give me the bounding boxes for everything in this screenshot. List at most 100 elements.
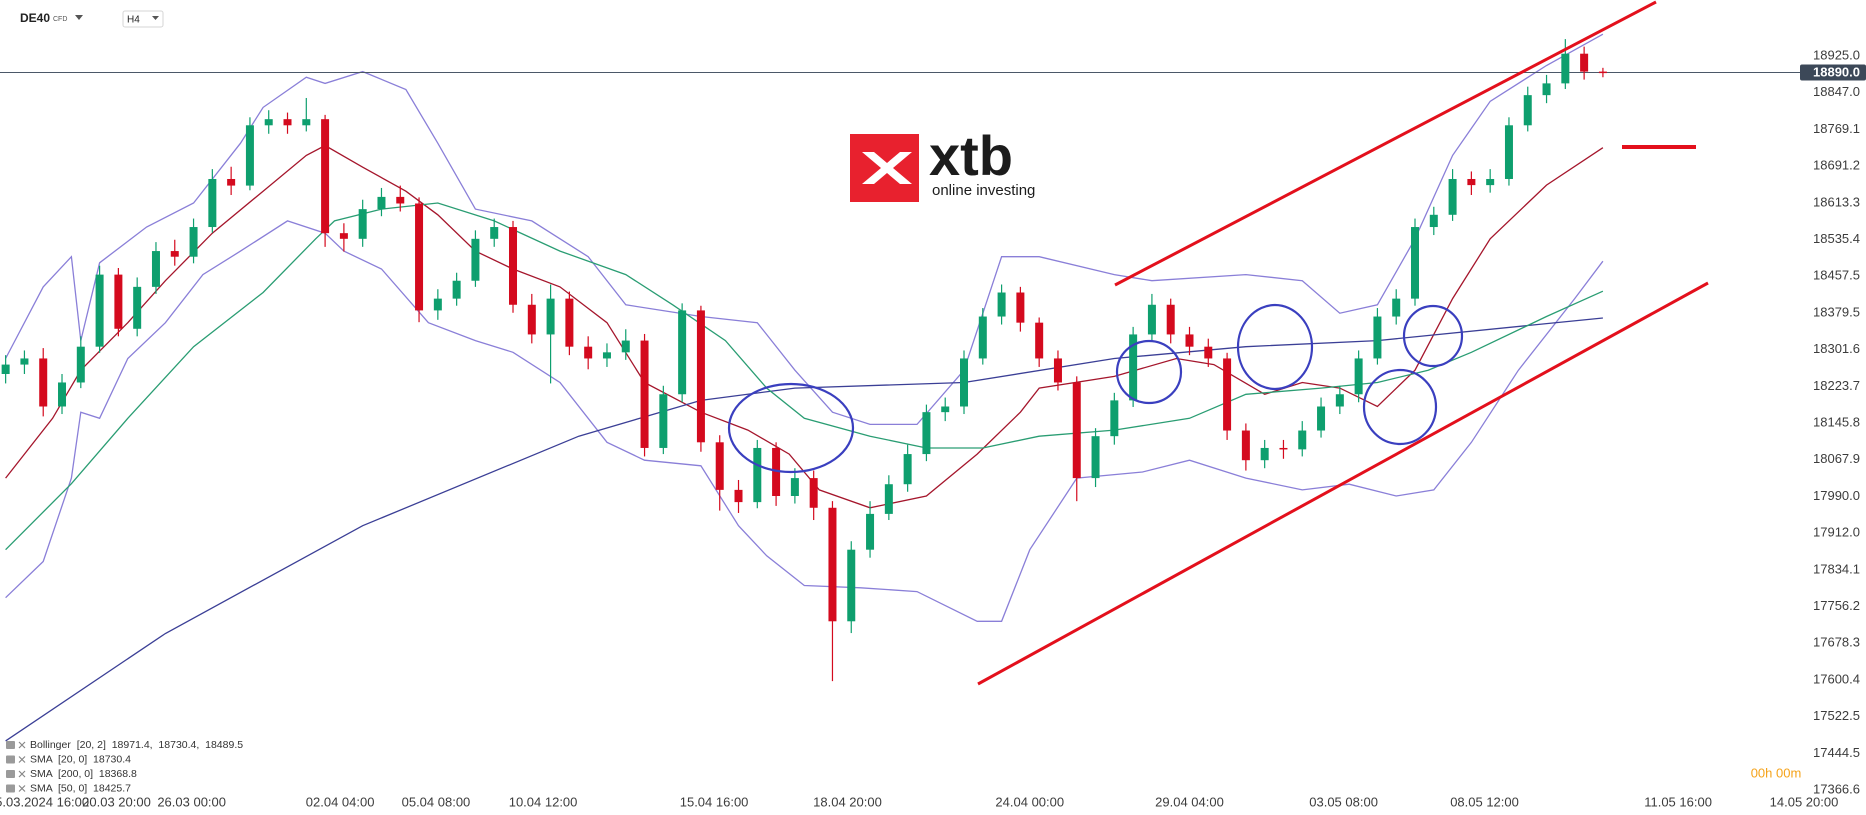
candle-body — [114, 274, 123, 329]
candle-body — [584, 346, 593, 359]
candle-body — [960, 358, 969, 407]
candle-body — [1523, 95, 1532, 126]
y-tick-label: 18301.6 — [1813, 341, 1860, 356]
candle-body — [1542, 83, 1551, 96]
y-tick-label: 18457.5 — [1813, 268, 1860, 283]
candle-body — [1185, 334, 1194, 347]
candle-body — [1467, 178, 1476, 186]
candle-body — [866, 513, 875, 550]
dropdown-caret[interactable] — [152, 16, 159, 20]
legend-entry: SMA [20, 0] 18730.4 — [30, 753, 131, 765]
plot-area — [0, 33, 1800, 742]
candle-body — [170, 251, 179, 257]
candle-body — [1317, 406, 1326, 431]
trend-line — [1114, 0, 1657, 287]
candle-body — [39, 358, 48, 407]
logo-tagline: online investing — [932, 182, 1035, 199]
candle-body — [659, 394, 668, 448]
candle-body — [1072, 382, 1081, 479]
candle-body — [1580, 53, 1589, 72]
logo-x — [862, 152, 912, 184]
candle-body — [565, 298, 574, 347]
candle-body — [790, 478, 799, 496]
x-tick-label: 15.04 16:00 — [680, 794, 749, 809]
candle-body — [1129, 334, 1138, 401]
x-tick-label: 18.04 20:00 — [813, 794, 882, 809]
candle-body — [509, 227, 518, 305]
candle-body — [753, 447, 762, 503]
candle-body — [809, 478, 818, 508]
candle-body — [58, 382, 67, 407]
highlight-circle — [1362, 368, 1438, 446]
candle-body — [941, 406, 950, 413]
legend-close — [18, 770, 26, 778]
candle-body — [189, 227, 198, 257]
drawings — [727, 0, 1709, 686]
interval[interactable]: H4 — [127, 15, 140, 26]
candle-body — [1035, 322, 1044, 359]
candle-body — [1241, 430, 1250, 461]
x-tick-label: 05.04 08:00 — [402, 794, 471, 809]
candle-body — [1561, 53, 1570, 84]
candle-body — [1373, 316, 1382, 359]
indicator-line — [5, 317, 1603, 742]
header: DE40 CFD H4 — [20, 10, 164, 28]
candle-body — [1392, 298, 1401, 317]
instrument-type: CFD — [53, 16, 67, 23]
candle-body — [997, 292, 1006, 317]
y-tick-label: 17756.2 — [1813, 598, 1860, 613]
candle-body — [1354, 358, 1363, 395]
candle-body — [847, 549, 856, 622]
candle-body — [471, 238, 480, 281]
y-tick-label: 17912.0 — [1813, 525, 1860, 540]
y-tick-label: 18379.5 — [1813, 304, 1860, 319]
candle-body — [377, 196, 386, 210]
candle-body — [1279, 447, 1288, 450]
candle-body — [772, 447, 781, 496]
candle-body — [1335, 394, 1344, 407]
y-tick-label: 17600.4 — [1813, 671, 1860, 686]
y-tick-label: 17444.5 — [1813, 745, 1860, 760]
dropdown-caret[interactable] — [75, 15, 83, 20]
candle-body — [1504, 125, 1513, 179]
candle-body — [76, 346, 85, 383]
legend-entry: Bollinger [20, 2] 18971.4, 18730.4, 1848… — [30, 739, 243, 751]
highlight-circle — [1402, 304, 1464, 368]
x-tick-label: 11.05 16:00 — [1644, 794, 1712, 809]
candle-body — [903, 454, 912, 485]
x-tick-label: 29.04 04:00 — [1155, 794, 1224, 809]
candle-body — [696, 310, 705, 443]
candle-body — [339, 233, 348, 239]
highlight-circle — [1236, 303, 1314, 391]
candle-body — [1, 364, 10, 374]
indicator-line — [5, 33, 1604, 426]
candle-body — [1091, 436, 1100, 479]
candle-body — [302, 119, 311, 126]
trend-line — [977, 281, 1709, 686]
candle-body — [640, 340, 649, 448]
y-tick-label: 18769.1 — [1813, 121, 1860, 136]
legend-icon — [6, 784, 15, 793]
legend-close — [18, 756, 26, 763]
current-price-label: 18890.0 — [1813, 64, 1860, 79]
x-tick-label: 15.03.2024 16:00 — [0, 794, 89, 809]
x-tick-label: 03.05 08:00 — [1309, 794, 1378, 809]
candle-body — [1147, 304, 1156, 335]
symbol: DE40 — [20, 11, 50, 25]
candle-body — [1486, 178, 1495, 186]
interval-box[interactable] — [122, 10, 164, 28]
candle-body — [490, 227, 499, 239]
x-tick-label: 14.05 20:00 — [1770, 794, 1839, 809]
logo: xtb online investing — [850, 124, 1035, 202]
candle-body — [922, 412, 931, 455]
y-tick-label: 18067.9 — [1813, 451, 1860, 466]
candle-body — [1166, 304, 1175, 335]
candle-body — [1016, 292, 1025, 323]
y-tick-label: 17366.6 — [1813, 782, 1860, 797]
axes: 18925.0 18847.0 18769.1 18691.2 18613.3 18535… — [0, 47, 1866, 809]
candle-body — [1598, 71, 1607, 74]
y-tick-label: 18847.0 — [1813, 84, 1860, 99]
y-tick-label: 17990.0 — [1813, 488, 1860, 503]
